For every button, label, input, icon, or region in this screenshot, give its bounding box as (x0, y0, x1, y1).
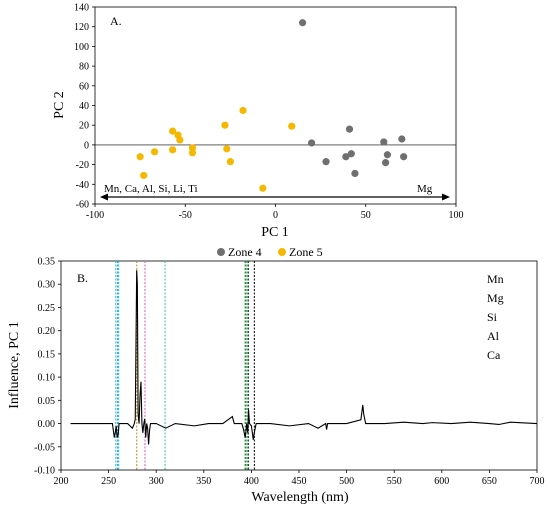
arrow-head-left (100, 193, 108, 201)
scatter-point (308, 139, 316, 147)
legend-element-ca: Ca (487, 348, 501, 362)
legend-label: Zone 4 (228, 245, 262, 259)
a-y-tick-label: 140 (74, 3, 89, 14)
scatter-point (239, 106, 247, 115)
panel-a-y-label: PC 2 (52, 91, 67, 119)
panel-a-frame (94, 6, 457, 205)
scatter-point (351, 169, 359, 178)
b-x-tick-label: 250 (101, 476, 116, 487)
scatter-point (400, 153, 408, 161)
a-x-tick-label: -50 (179, 210, 192, 221)
scatter-point (169, 127, 177, 135)
b-y-tick-label: 0.35 (38, 257, 56, 268)
scatter-point (176, 136, 184, 144)
a-y-tick-label: 80 (79, 62, 89, 73)
legend-label: Zone 5 (289, 245, 323, 259)
panel-a-y-axis: -60 -40 -20 0 20 40 60 80 100 120 140 (74, 3, 95, 211)
legend-marker (217, 248, 225, 256)
b-x-tick-label: 500 (339, 476, 354, 487)
scatter-point (223, 145, 231, 153)
b-x-tick-label: 650 (482, 476, 497, 487)
a-y-tick-label: -20 (76, 160, 89, 171)
panel-b-legend: Mn Mg Si Al Ca (487, 272, 504, 362)
panel-b-y-axis: 0.35 0.30 0.25 0.20 0.15 0.10 0.05 0.00 -0.05 -0.… (34, 257, 61, 477)
b-y-tick-label: -0.10 (34, 466, 55, 477)
legend-element-mn: Mn (487, 272, 504, 286)
panel-a-label: A. (110, 14, 122, 28)
scatter-point (259, 184, 267, 192)
panel-b-frame (60, 260, 538, 471)
scatter-point (322, 158, 330, 166)
a-y-tick-label: 120 (74, 22, 89, 33)
scatter-point (188, 149, 197, 157)
b-y-tick-label: -0.05 (34, 442, 55, 453)
b-x-tick-label: 600 (434, 476, 449, 487)
b-y-tick-label: 0.15 (38, 349, 56, 360)
scatter-point (150, 148, 159, 156)
scatter-point (398, 135, 406, 143)
a-y-tick-label: -40 (76, 180, 89, 191)
scatter-point (136, 153, 144, 161)
panel-a-arrow: Mn, Ca, Al, Si, Li, Ti Mg (100, 183, 450, 201)
b-y-tick-label: 0.30 (38, 280, 56, 291)
legend-marker (278, 248, 286, 256)
panel-a-points (136, 19, 408, 192)
legend-element-si: Si (487, 310, 498, 324)
b-x-tick-label: 200 (54, 476, 69, 487)
a-y-tick-label: 60 (79, 81, 89, 92)
a-y-tick-label: 40 (79, 101, 89, 112)
scatter-point (380, 138, 388, 146)
b-x-tick-label: 350 (196, 476, 211, 487)
panel-a-legend: Zone 4 Zone 5 (217, 245, 323, 259)
a-y-tick-label: 100 (74, 42, 89, 53)
scatter-point (288, 122, 296, 130)
b-y-tick-label: 0.25 (38, 303, 56, 314)
scatter-point (226, 158, 234, 166)
legend-element-al: Al (487, 329, 500, 343)
panel-a-scatter: A. -60 -40 -20 0 20 40 60 80 100 120 140 -100 -50 0 5… (52, 3, 464, 260)
panel-a-x-axis: -100 -50 0 50 100 (86, 144, 464, 221)
scatter-point (169, 146, 177, 154)
panel-b-x-axis: 200 250 300 350 400 450 500 550 600 650 700 (54, 470, 545, 487)
scatter-point (140, 171, 148, 180)
b-y-tick-label: 0.20 (38, 326, 56, 337)
b-x-tick-label: 550 (387, 476, 402, 487)
b-x-tick-label: 300 (149, 476, 164, 487)
scatter-point (188, 144, 197, 152)
scatter-point (347, 150, 355, 158)
panel-b-x-label: Wavelength (nm) (251, 490, 349, 505)
scatter-point (298, 19, 307, 27)
b-y-tick-label: 0.10 (38, 373, 56, 384)
panel-a-x-label: PC 1 (261, 225, 289, 240)
panel-b-label: B. (77, 271, 88, 285)
a-y-tick-label: -60 (76, 200, 89, 211)
panel-b-y-label: Influence, PC 1 (7, 321, 22, 408)
spectrum-path (70, 270, 538, 445)
b-y-tick-label: 0.05 (38, 396, 56, 407)
a-y-tick-label: 20 (79, 121, 89, 132)
b-x-tick-label: 400 (244, 476, 259, 487)
panel-b-spectrum-line (70, 270, 538, 445)
a-y-tick-label: 0 (84, 140, 89, 151)
legend-element-mg: Mg (487, 291, 504, 305)
b-x-tick-label: 450 (292, 476, 307, 487)
scatter-point (383, 151, 392, 159)
arrow-left-text: Mn, Ca, Al, Si, Li, Ti (104, 183, 198, 195)
arrow-right-text: Mg (417, 183, 433, 195)
a-x-tick-label: 50 (361, 210, 371, 221)
a-x-tick-label: 0 (273, 210, 278, 221)
a-x-tick-label: -100 (86, 210, 104, 221)
panel-b-spectrum: 0.35 0.30 0.25 0.20 0.15 0.10 0.05 0.00 -0.05 -0.… (7, 257, 545, 506)
scatter-point (221, 121, 229, 129)
scatter-point (342, 153, 350, 161)
b-x-tick-label: 700 (530, 476, 545, 487)
arrow-head-right (442, 193, 450, 201)
scatter-point (345, 125, 354, 133)
a-x-tick-label: 100 (449, 210, 464, 221)
scatter-point (382, 159, 390, 167)
b-y-tick-label: 0.00 (38, 419, 56, 430)
